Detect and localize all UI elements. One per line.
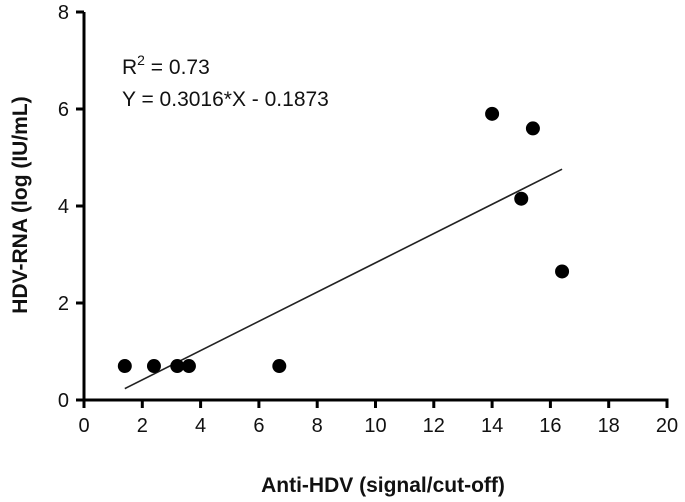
x-tick-label: 16 [539, 415, 561, 437]
x-tick-label: 18 [598, 415, 620, 437]
data-point [181, 359, 196, 374]
axes: 0 2 4 6 8 0 2 4 6 8 10 12 14 16 18 20 [58, 2, 678, 437]
data-point [514, 191, 529, 206]
x-tick-label: 10 [364, 415, 386, 437]
x-tick-label: 2 [137, 415, 148, 437]
x-ticks: 0 2 4 6 8 10 12 14 16 18 20 [78, 400, 678, 437]
data-point [170, 359, 185, 374]
y-tick-label: 4 [58, 196, 69, 218]
y-tick-label: 8 [58, 2, 69, 24]
x-tick-label: 6 [253, 415, 264, 437]
x-tick-label: 0 [78, 415, 89, 437]
y-ticks: 0 2 4 6 8 [58, 2, 84, 412]
x-tick-label: 14 [481, 415, 503, 437]
data-point [117, 359, 132, 374]
y-tick-label: 2 [58, 293, 69, 315]
y-tick-label: 0 [58, 390, 69, 412]
data-point [272, 359, 287, 374]
regression-equation: Y = 0.3016*X - 0.1873 [122, 88, 329, 111]
regression-line [124, 168, 563, 390]
y-axis-title: HDV-RNA (log (IU/mL) [9, 96, 32, 313]
x-tick-label: 20 [656, 415, 678, 437]
y-tick-label: 6 [58, 99, 69, 121]
data-point [525, 121, 540, 136]
x-tick-label: 12 [423, 415, 445, 437]
data-point [555, 264, 570, 279]
data-points [117, 106, 570, 374]
x-tick-label: 4 [195, 415, 206, 437]
r-squared-annotation: R2 = 0.73 [122, 52, 210, 79]
data-point [485, 106, 500, 121]
x-axis-title: Anti-HDV (signal/cut-off) [261, 474, 505, 497]
data-point [146, 359, 161, 374]
x-tick-label: 8 [312, 415, 323, 437]
